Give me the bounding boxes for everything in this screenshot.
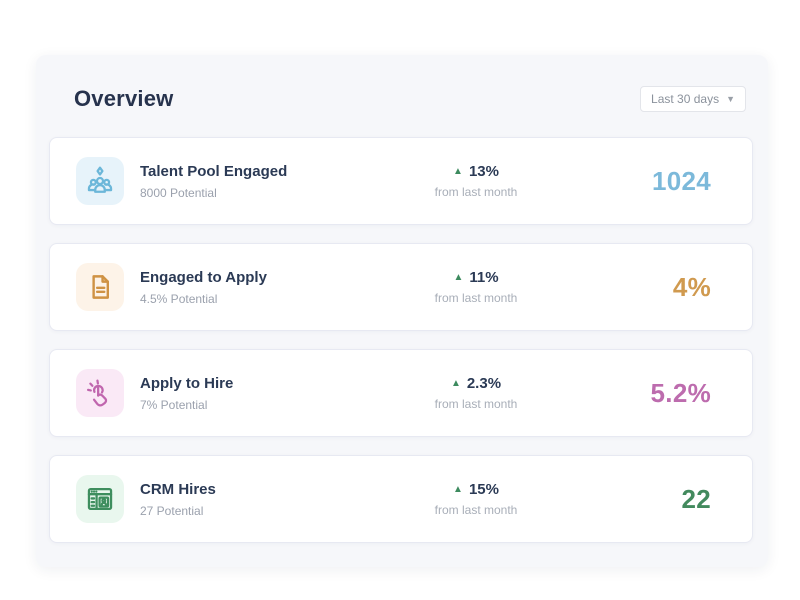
metric-row-crm-hires[interactable]: CRM Hires 27 Potential ▲ 15% from last m… <box>49 455 753 543</box>
metric-value: 22 <box>681 483 711 514</box>
metric-change: ▲ 15% from last month <box>401 481 551 517</box>
change-percent: 15% <box>468 481 499 498</box>
metric-value: 1024 <box>651 165 711 196</box>
metric-title: Apply to Hire <box>140 374 234 392</box>
metric-title: Engaged to Apply <box>140 268 267 286</box>
metric-meta: CRM Hires 27 Potential <box>140 481 401 518</box>
change-percent: 13% <box>468 163 499 180</box>
metric-row-engaged-to-apply[interactable]: Engaged to Apply 4.5% Potential ▲ 11% fr… <box>49 243 753 331</box>
metric-value: 4% <box>672 271 711 302</box>
crm-window-icon <box>76 475 124 523</box>
metric-value: 5.2% <box>650 377 711 408</box>
metric-row-apply-to-hire[interactable]: Apply to Hire 7% Potential ▲ 2.3% from l… <box>49 349 753 437</box>
page-title: Overview <box>74 86 174 111</box>
click-tap-icon <box>76 369 124 417</box>
metric-change: ▲ 2.3% from last month <box>401 375 551 411</box>
change-caption: from last month <box>434 291 518 305</box>
metric-meta: Talent Pool Engaged 8000 Potential <box>140 163 401 200</box>
metric-row-talent-pool[interactable]: Talent Pool Engaged 8000 Potential ▲ 13%… <box>49 137 753 225</box>
change-caption: from last month <box>434 397 518 411</box>
trend-up-icon: ▲ <box>453 165 463 177</box>
metric-subtitle: 4.5% Potential <box>140 291 218 306</box>
change-percent: 2.3% <box>466 375 502 392</box>
change-percent: 11% <box>469 269 499 286</box>
trend-up-icon: ▲ <box>453 271 464 283</box>
talent-pool-icon <box>76 157 124 205</box>
metric-subtitle: 8000 Potential <box>140 185 217 200</box>
overview-card: Overview Last 30 days ▼ <box>36 55 768 567</box>
metric-meta: Engaged to Apply 4.5% Potential <box>140 269 401 306</box>
metric-rows: Talent Pool Engaged 8000 Potential ▲ 13%… <box>49 137 753 543</box>
metric-change: ▲ 11% from last month <box>401 269 551 305</box>
chevron-down-icon: ▼ <box>726 94 735 104</box>
metric-title: CRM Hires <box>140 480 216 498</box>
trend-up-icon: ▲ <box>450 377 461 389</box>
metric-meta: Apply to Hire 7% Potential <box>140 375 401 412</box>
card-header: Overview Last 30 days ▼ <box>74 81 746 117</box>
metric-subtitle: 7% Potential <box>140 397 208 412</box>
trend-up-icon: ▲ <box>453 483 463 495</box>
metric-change: ▲ 13% from last month <box>401 163 551 199</box>
document-icon <box>76 263 124 311</box>
date-range-label: Last 30 days <box>651 92 720 106</box>
change-caption: from last month <box>434 185 518 199</box>
metric-title: Talent Pool Engaged <box>140 162 288 180</box>
change-caption: from last month <box>434 503 518 517</box>
date-range-dropdown[interactable]: Last 30 days ▼ <box>640 86 746 112</box>
metric-subtitle: 27 Potential <box>140 503 204 518</box>
